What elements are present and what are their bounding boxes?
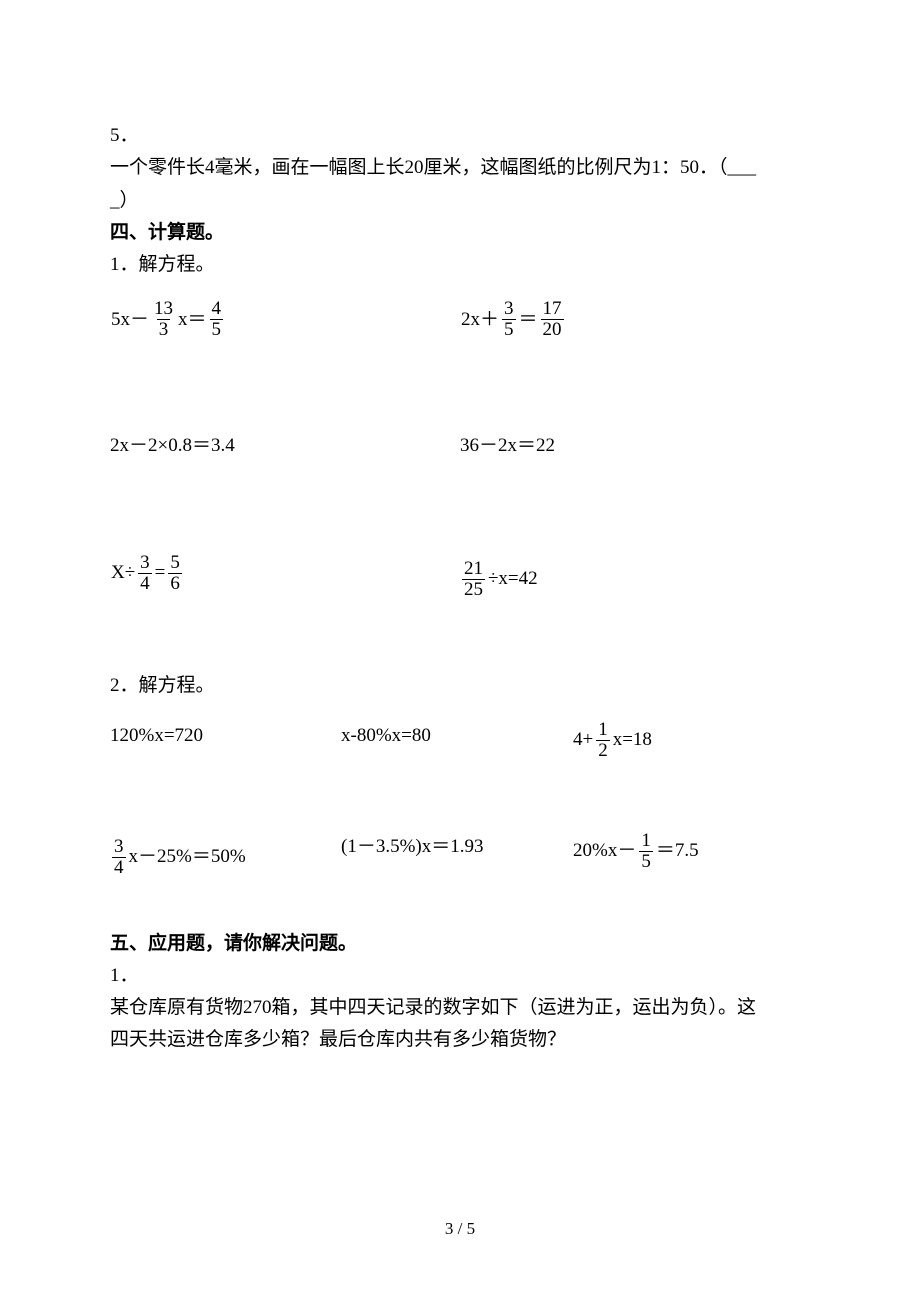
sec4-p1-num: 1．解方程。 <box>110 249 810 281</box>
eq-2x-plus: 2x＋ 3 5 ＝ 17 20 <box>460 299 566 340</box>
sec4-p1-row2: 2x－2×0.8＝3.4 36－2x＝22 <box>110 430 810 462</box>
q5-line2: _） <box>110 185 810 217</box>
q5-line1: 一个零件长4毫米，画在一幅图上长20厘米，这幅图纸的比例尺为1：50．（___ <box>110 152 810 184</box>
fraction: 13 3 <box>152 299 175 340</box>
eq-1-35x: (1－3.5%)x＝1.93 <box>341 831 483 863</box>
eq-120x: 120%x=720 <box>110 720 203 752</box>
question-5: 5． 一个零件长4毫米，画在一幅图上长20厘米，这幅图纸的比例尺为1：50．（_… <box>110 120 810 217</box>
fraction: 4 5 <box>210 299 224 340</box>
page-footer: 3 / 5 <box>0 1215 920 1244</box>
fraction: 3 4 <box>112 837 126 878</box>
sec4-p2-num: 2．解方程。 <box>110 670 810 702</box>
fraction: 1 2 <box>596 720 610 761</box>
fraction: 1 5 <box>639 831 653 872</box>
fraction: 21 25 <box>462 559 485 600</box>
eq-x80x: x-80%x=80 <box>341 720 431 752</box>
eq-5x-minus: 5x－ 13 3 x＝ 4 5 <box>110 299 225 340</box>
fraction: 17 20 <box>541 299 564 340</box>
fraction: 3 4 <box>138 553 152 594</box>
eq-36-2x: 36－2x＝22 <box>460 430 555 462</box>
sec4-p1-row1: 5x－ 13 3 x＝ 4 5 2x＋ 3 5 ＝ <box>110 299 810 340</box>
sec5-p1-num: 1． <box>110 960 810 992</box>
section5-title: 五、应用题，请你解决问题。 <box>110 928 810 960</box>
sec5-p1-line1: 某仓库原有货物270箱，其中四天记录的数字如下（运进为正，运出为负）。这 <box>110 992 810 1024</box>
sec4-p2-row1: 120%x=720 x-80%x=80 4+ 1 2 x=18 <box>110 720 810 761</box>
eq-2x-208: 2x－2×0.8＝3.4 <box>110 430 235 462</box>
fraction: 3 5 <box>502 299 516 340</box>
sec5-p1-line2: 四天共运进仓库多少箱？最后仓库内共有多少箱货物？ <box>110 1024 810 1056</box>
eq-xdiv34: X÷ 3 4 = 5 6 <box>110 553 184 594</box>
q5-num: 5． <box>110 120 810 152</box>
fraction: 5 6 <box>168 553 182 594</box>
eq-34x25: 3 4 x－25%＝50% <box>110 837 247 878</box>
eq-2125divx: 21 25 ÷x=42 <box>460 559 539 600</box>
sec4-p2-row2: 3 4 x－25%＝50% (1－3.5%)x＝1.93 20%x－ 1 5 ＝… <box>110 831 810 878</box>
sec4-p1-row3: X÷ 3 4 = 5 6 21 25 ÷x=42 <box>110 553 810 600</box>
eq-20x15: 20%x－ 1 5 ＝7.5 <box>572 831 700 872</box>
section4-title: 四、计算题。 <box>110 217 810 249</box>
eq-4plus12x: 4+ 1 2 x=18 <box>572 720 653 761</box>
